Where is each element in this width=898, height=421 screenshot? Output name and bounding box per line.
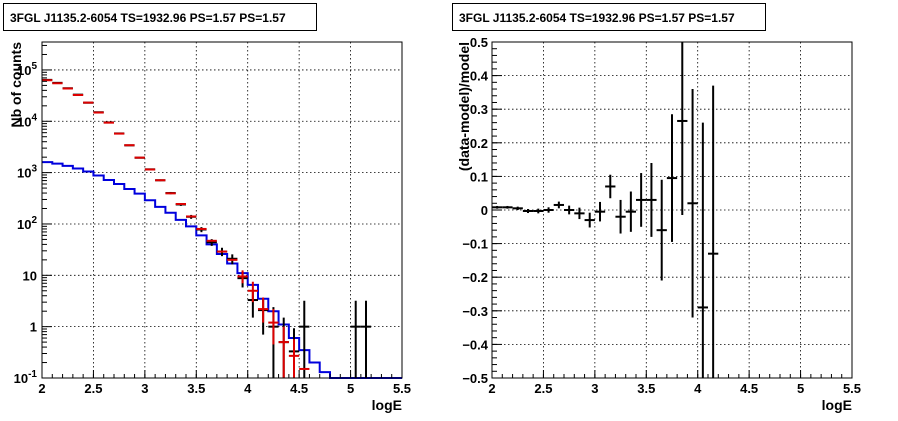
left-x-tick-label: 3 [141,381,148,396]
right-chart-title: 3FGL J1135.2-6054 TS=1932.96 PS=1.57 PS=… [459,11,735,25]
left-grid-lines [42,42,402,378]
left-x-tick-label: 2 [38,381,45,396]
right-panel: 2 2.5 3 3.5 4 4.5 5 5.5 0.5 0.4 0.3 0.2 0.1 0 −0.1 −0.2… [449,0,898,421]
left-chart-title: 3FGL J1135.2-6054 TS=1932.96 PS=1.57 PS=… [10,11,286,25]
right-x-tick-label: 3 [591,381,598,396]
left-y-tick-label: 1 [30,320,37,335]
left-x-tick-label: 4.5 [290,381,308,396]
right-axis-ticks: 2 2.5 3 3.5 4 4.5 5 5.5 0.5 0.4 0.3 0.2 0.1 0 −0.1 −0.2… [462,35,861,396]
right-y-tick-label: 0.5 [470,35,488,50]
left-x-axis-title: logE [372,397,402,413]
residual-point [708,85,719,378]
residual-point [584,212,595,228]
left-y-tick-label: 10 [23,268,37,283]
model-point [288,339,300,378]
residual-point [625,191,636,232]
right-x-tick-label: 4.5 [740,381,758,396]
left-y-tick-label: 103 [17,164,37,181]
left-y-tick-label: 105 [17,61,37,78]
source-model-step-line [42,161,402,379]
left-x-tick-label: 5.5 [393,381,411,396]
right-x-axis-title: logE [822,397,852,413]
left-x-tick-label: 4 [244,381,252,396]
model-point [268,309,279,345]
right-y-tick-label: −0.5 [462,371,488,386]
residuals-chart: 2 2.5 3 3.5 4 4.5 5 5.5 0.5 0.4 0.3 0.2 0.1 0 −0.1 −0.2… [452,3,861,413]
right-data-layer [492,42,719,378]
residual-point [636,173,647,227]
right-x-tick-label: 3.5 [637,381,655,396]
data-point [299,300,310,378]
right-y-tick-label: 0.1 [470,169,488,184]
right-y-tick-label: 0.3 [470,102,488,117]
residual-point [666,114,678,242]
right-y-axis-title: (data-model)/model [456,42,472,171]
residual-point [656,179,667,281]
right-y-tick-label: −0.2 [462,270,488,285]
right-y-tick-label: 0.2 [470,136,488,151]
data-point [360,300,372,378]
left-axis-ticks: 2 2.5 3 3.5 4 4.5 5 5.5 10-1 1 10 102 103 104 105 [14,44,411,396]
residual-point [697,122,708,378]
residual-point [605,174,616,199]
residual-point [553,201,564,209]
left-panel: 2 2.5 3 3.5 4 4.5 5 5.5 10-1 1 10 102 103 104 105 3FGL… [3,3,411,413]
right-x-tick-label: 2.5 [534,381,552,396]
left-y-tick-label: 104 [17,112,37,129]
left-y-tick-label: 10-1 [14,369,38,386]
model-point [258,297,269,323]
residual-point [564,205,575,215]
right-x-tick-label: 5 [797,381,804,396]
left-plot-frame [41,41,403,379]
residual-point [574,207,585,220]
right-x-tick-label: 5.5 [843,381,861,396]
residual-point [646,162,657,237]
model-point [247,281,258,303]
right-y-tick-label: −0.4 [462,337,488,352]
right-x-tick-label: 2 [488,381,495,396]
residual-point [533,208,544,214]
residual-point [687,89,698,318]
right-y-tick-label: −0.3 [462,304,488,319]
residual-point [615,199,626,234]
left-data-layer [42,78,402,379]
residual-point [502,205,513,209]
left-y-axis-title: Nb of counts [8,42,24,128]
model-point [237,270,248,284]
left-y-tick-label: 102 [17,215,37,232]
counts-histogram-chart: 2 2.5 3 3.5 4 4.5 5 5.5 10-1 1 10 102 103 104 105 3FGL… [3,3,411,413]
residual-point [522,208,534,214]
right-x-tick-label: 4 [694,381,702,396]
residual-point [512,206,523,210]
data-point [350,300,361,378]
right-y-tick-label: 0.4 [470,69,489,84]
left-title-box [3,3,317,31]
residual-point [492,205,503,209]
residual-point [594,201,606,222]
right-y-tick-label: −0.1 [462,237,488,252]
residual-point [543,207,554,213]
left-x-tick-label: 3.5 [187,381,205,396]
model-point [278,326,289,378]
right-grid-lines [492,42,852,378]
left-x-tick-label: 2.5 [84,381,102,396]
left-x-tick-label: 5 [347,381,354,396]
right-y-tick-label: 0 [481,203,488,218]
right-title-box [452,3,766,31]
residual-point [677,42,688,216]
